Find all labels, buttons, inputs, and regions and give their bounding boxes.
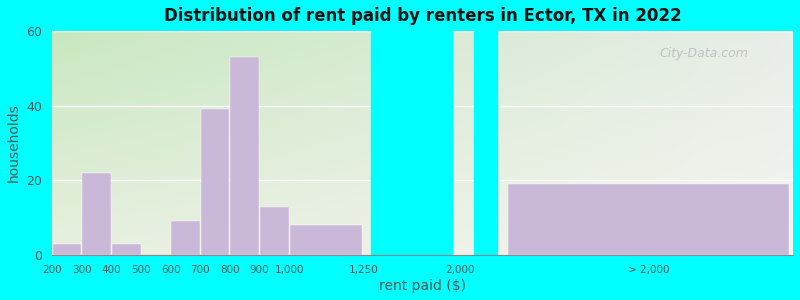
Bar [290, 225, 362, 255]
Bar [201, 109, 230, 255]
Bar [171, 221, 200, 255]
Bar [53, 244, 82, 255]
Y-axis label: households: households [7, 103, 21, 182]
Bar [230, 57, 259, 255]
Bar [474, 31, 497, 255]
Text: City-Data.com: City-Data.com [660, 46, 749, 60]
Bar [509, 184, 789, 255]
Bar [112, 244, 141, 255]
Bar [82, 173, 111, 255]
Title: Distribution of rent paid by renters in Ector, TX in 2022: Distribution of rent paid by renters in … [164, 7, 682, 25]
Bar [370, 31, 452, 255]
X-axis label: rent paid ($): rent paid ($) [379, 279, 466, 293]
Bar [260, 206, 289, 255]
